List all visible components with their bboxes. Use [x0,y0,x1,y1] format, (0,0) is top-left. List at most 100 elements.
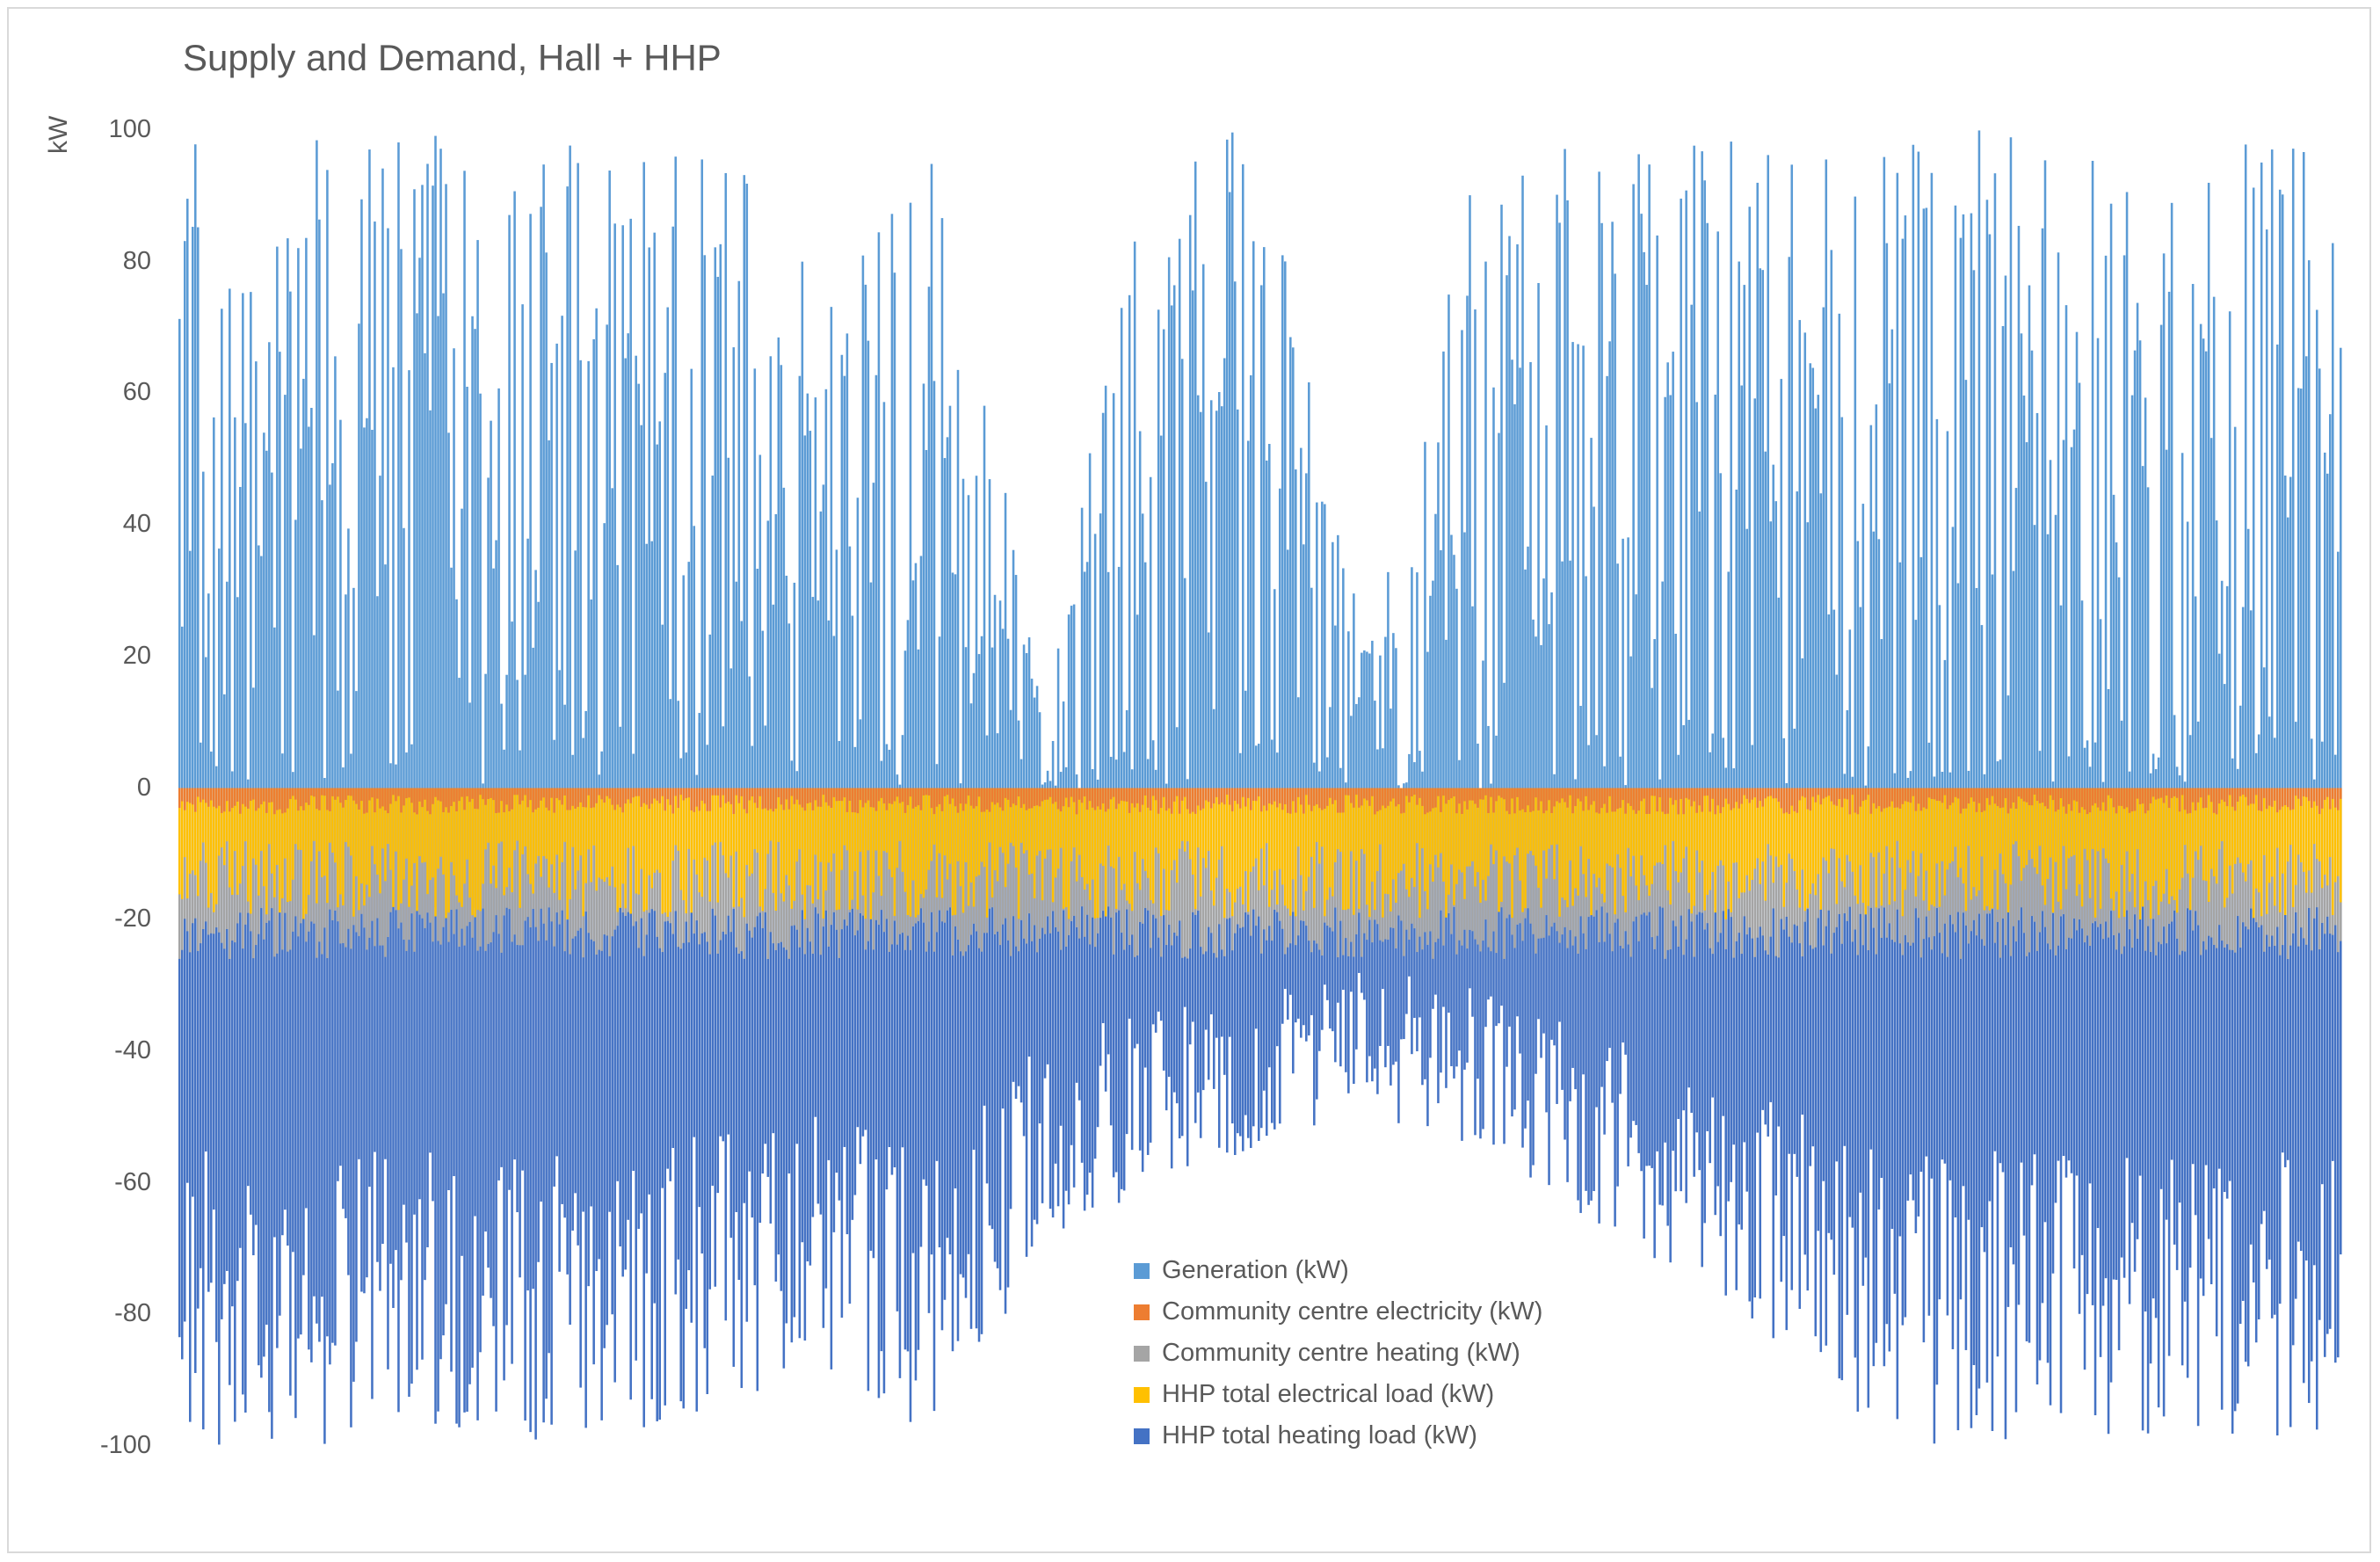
community-electricity-bar [1703,788,1706,796]
generation-bar [379,476,381,788]
hhp-heating-bar [1453,788,1455,1079]
community-electricity-bar [210,788,213,801]
hhp-heating-bar [729,788,733,1239]
community-heating-bar [1872,788,1876,928]
generation-bar [2312,779,2316,788]
community-heating-bar [1049,788,1052,934]
community-heating-bar [405,788,408,951]
hhp-electrical-bar [732,788,736,907]
hhp-electrical-bar [1331,788,1334,897]
community-electricity-bar [1624,788,1627,814]
generation-bar [1276,752,1279,788]
generation-bar [1832,609,1836,788]
hhp-heating-bar [1883,788,1886,1367]
community-electricity-bar [1716,788,1719,806]
hhp-heating-bar [450,788,453,1372]
community-heating-bar [1967,788,1970,944]
generation-bar [358,323,360,788]
hhp-electrical-bar [381,788,384,849]
community-heating-bar [524,788,526,921]
community-electricity-bar [2141,788,2144,804]
hhp-electrical-bar [1999,788,2002,854]
hhp-heating-bar [2088,788,2092,1184]
hhp-electrical-bar [801,788,804,895]
legend: Generation (kW) Community centre electric… [1134,1250,1542,1457]
generation-bar [1590,438,1593,788]
community-heating-bar [545,788,548,941]
hhp-electrical-bar [550,788,553,865]
generation-bar [1146,759,1150,788]
community-electricity-bar [1788,788,1791,814]
hhp-heating-bar [2209,788,2213,1284]
hhp-heating-bar [529,788,532,1433]
community-heating-bar [1767,788,1770,955]
community-electricity-bar [247,788,250,809]
hhp-heating-bar [664,788,666,1406]
community-electricity-bar [1935,788,1939,801]
community-heating-bar [276,788,279,954]
hhp-electrical-bar [1072,788,1076,848]
hhp-heating-bar [2202,788,2205,1297]
bars-group [178,130,2342,1445]
generation-bar [1846,709,1849,788]
community-electricity-bar [279,788,281,810]
community-electricity-bar [2157,788,2160,799]
community-electricity-bar [1046,788,1049,800]
hhp-heating-bar [685,788,688,1310]
hhp-heating-bar [2252,788,2255,1282]
community-electricity-bar [1727,788,1730,804]
community-electricity-bar [719,788,722,808]
generation-bar [1392,633,1395,788]
hhp-heating-bar [2099,788,2102,1357]
hhp-heating-bar [466,788,468,1412]
hhp-electrical-bar [880,788,883,896]
hhp-heating-bar [2136,788,2139,1239]
community-electricity-bar [632,788,635,798]
generation-bar [1553,774,1556,788]
generation-bar [1122,752,1126,788]
community-electricity-bar [1122,788,1126,802]
hhp-heating-bar [2141,788,2144,1431]
generation-bar [640,425,642,788]
community-electricity-bar [1980,788,1984,812]
generation-bar [1049,781,1052,788]
hhp-electrical-bar [1429,788,1432,865]
hhp-electrical-bar [795,788,799,862]
hhp-electrical-bar [221,788,223,848]
hhp-heating-bar [1186,788,1189,1166]
community-electricity-bar [505,788,508,805]
hhp-electrical-bar [2157,788,2160,915]
community-electricity-bar [1977,788,1981,803]
community-electricity-bar [305,788,308,803]
hhp-electrical-bar [1761,788,1765,862]
hhp-electrical-bar [1556,788,1558,845]
hhp-electrical-bar [1814,788,1818,896]
community-electricity-bar [1199,788,1202,810]
hhp-electrical-bar [2009,788,2013,885]
hhp-electrical-bar [2151,788,2155,886]
community-heating-bar [2289,788,2292,946]
hhp-heating-bar [1593,788,1595,1192]
hhp-heating-bar [474,788,476,1217]
community-electricity-bar [611,788,613,805]
community-electricity-bar [511,788,513,810]
community-electricity-bar [2054,788,2057,812]
hhp-heating-bar [1122,788,1126,1191]
hhp-heating-bar [640,788,642,1214]
generation-bar [1300,447,1302,788]
hhp-heating-bar [2049,788,2052,1406]
hhp-heating-bar [1693,788,1695,1177]
generation-bar [930,163,933,788]
generation-bar [1600,222,1603,788]
hhp-heating-bar [1096,788,1099,1128]
hhp-heating-bar [2186,788,2189,1378]
community-electricity-bar [809,788,812,803]
community-electricity-bar [1743,788,1745,796]
hhp-heating-bar [2231,788,2234,1434]
community-electricity-bar [2307,788,2311,802]
hhp-electrical-bar [1477,788,1479,873]
hhp-electrical-bar [2249,788,2253,861]
community-heating-bar [1685,788,1687,940]
generation-bar [345,594,347,788]
hhp-heating-bar [1266,788,1268,1137]
